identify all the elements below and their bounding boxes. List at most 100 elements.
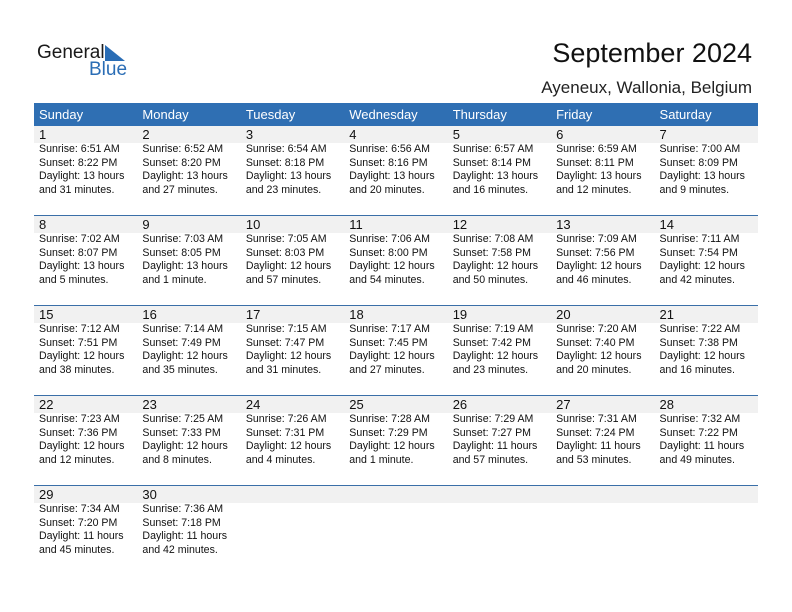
sunrise-text: Sunrise: 7:02 AM — [39, 233, 120, 245]
day-cell — [551, 486, 655, 576]
sunset-text: Sunset: 7:36 PM — [39, 426, 118, 439]
day-number: 29 — [39, 487, 54, 502]
sunset-text: Sunset: 7:31 PM — [245, 426, 325, 439]
day-band — [344, 396, 448, 413]
sunset-text: Sunset: 8:16 PM — [349, 156, 428, 169]
day-number: 3 — [245, 127, 254, 142]
day-band — [240, 486, 345, 503]
day-info: Sunrise: 7:14 AM Sunset: 7:49 PM Daylight:… — [142, 323, 227, 377]
day-band — [240, 216, 345, 233]
day-cell — [447, 486, 552, 576]
daylight-minutes-text: and 20 minutes. — [349, 183, 425, 196]
day-info: Sunrise: 7:34 AM Sunset: 7:20 PM Daylight:… — [39, 503, 124, 557]
sunrise-text: Sunrise: 6:57 AM — [452, 143, 534, 155]
daylight-text: Daylight: 11 hours — [659, 440, 745, 452]
daylight-minutes-text: and 1 minute. — [349, 453, 414, 466]
sunset-text: Sunset: 7:40 PM — [556, 336, 635, 349]
day-number: 21 — [659, 307, 674, 322]
daylight-text: Daylight: 12 hours — [349, 260, 435, 272]
day-band — [34, 216, 138, 233]
sunset-text: Sunset: 7:20 PM — [39, 516, 118, 529]
day-number: 8 — [39, 217, 47, 232]
weekday-saturday: Saturday — [659, 107, 712, 122]
daylight-text: Daylight: 12 hours — [556, 260, 642, 272]
day-cell: 18 Sunrise: 7:17 AM Sunset: 7:45 PM Dayligh… — [344, 306, 448, 396]
day-info: Sunrise: 7:15 AM Sunset: 7:47 PM Daylight:… — [246, 323, 331, 377]
day-info: Sunrise: 6:52 AM Sunset: 8:20 PM Daylight:… — [142, 143, 227, 197]
day-number: 24 — [245, 397, 261, 412]
daylight-text: Daylight: 12 hours — [556, 350, 642, 362]
daylight-text: Daylight: 12 hours — [142, 350, 228, 362]
day-number: 15 — [39, 307, 54, 322]
sunrise-text: Sunrise: 6:52 AM — [142, 143, 224, 155]
day-number: 16 — [142, 307, 157, 322]
day-cell — [240, 486, 345, 576]
daylight-minutes-text: and 1 minute. — [142, 273, 207, 286]
sunrise-text: Sunrise: 7:32 AM — [659, 413, 741, 425]
daylight-text: Daylight: 11 hours — [142, 530, 228, 542]
daylight-text: Daylight: 13 hours — [659, 170, 745, 182]
day-band — [344, 126, 448, 143]
day-info: Sunrise: 7:12 AM Sunset: 7:51 PM Daylight:… — [39, 323, 124, 377]
sunset-text: Sunset: 7:27 PM — [452, 426, 532, 439]
day-cell: 21 Sunrise: 7:22 AM Sunset: 7:38 PM Dayligh… — [654, 306, 758, 396]
day-number: 19 — [452, 307, 468, 322]
weekday-monday: Monday — [142, 107, 189, 122]
sunrise-text: Sunrise: 7:05 AM — [245, 233, 327, 245]
day-number: 14 — [659, 217, 674, 232]
day-number: 30 — [142, 487, 157, 502]
daylight-text: Daylight: 13 hours — [452, 170, 539, 182]
day-number: 18 — [349, 307, 364, 322]
day-info: Sunrise: 7:26 AM Sunset: 7:31 PM Daylight:… — [246, 413, 331, 467]
day-cell: 10 Sunrise: 7:05 AM Sunset: 8:03 PM Dayligh… — [240, 216, 345, 306]
day-cell: 8 Sunrise: 7:02 AM Sunset: 8:07 PM Daylight… — [34, 216, 138, 306]
day-band — [34, 396, 138, 413]
day-cell: 17 Sunrise: 7:15 AM Sunset: 7:47 PM Dayligh… — [240, 306, 345, 396]
daylight-text: Daylight: 11 hours — [452, 440, 538, 452]
daylight-text: Daylight: 12 hours — [452, 260, 539, 272]
day-cell: 5 Sunrise: 6:57 AM Sunset: 8:14 PM Daylight… — [447, 126, 552, 216]
daylight-minutes-text: and 57 minutes. — [452, 453, 529, 466]
weekday-sunday: Sunday — [39, 107, 84, 122]
day-band — [551, 216, 655, 233]
day-band — [34, 126, 138, 143]
day-number: 1 — [39, 127, 47, 142]
daylight-text: Daylight: 12 hours — [659, 260, 745, 272]
sunset-text: Sunset: 7:47 PM — [245, 336, 325, 349]
day-cell: 24 Sunrise: 7:26 AM Sunset: 7:31 PM Dayligh… — [240, 396, 345, 486]
day-band — [344, 216, 448, 233]
day-band — [34, 306, 138, 323]
sunset-text: Sunset: 8:07 PM — [39, 246, 118, 259]
daylight-minutes-text: and 57 minutes. — [245, 273, 322, 286]
daylight-text: Daylight: 12 hours — [39, 350, 125, 362]
day-band — [654, 486, 758, 503]
sunset-text: Sunset: 7:18 PM — [142, 516, 221, 529]
sunrise-text: Sunrise: 7:08 AM — [452, 233, 534, 245]
day-cell: 16 Sunrise: 7:14 AM Sunset: 7:49 PM Dayligh… — [137, 306, 241, 396]
daylight-minutes-text: and 53 minutes. — [556, 453, 632, 466]
weekday-header: Sunday Monday Tuesday Wednesday Thursday Frid… — [34, 103, 758, 126]
daylight-minutes-text: and 27 minutes. — [142, 183, 218, 196]
sunset-text: Sunset: 8:20 PM — [142, 156, 221, 169]
day-info: Sunrise: 7:08 AM Sunset: 7:58 PM Daylight:… — [453, 233, 538, 287]
daylight-minutes-text: and 5 minutes. — [39, 273, 109, 286]
daylight-text: Daylight: 13 hours — [245, 170, 332, 182]
sunset-text: Sunset: 7:54 PM — [659, 246, 738, 259]
day-cell: 23 Sunrise: 7:25 AM Sunset: 7:33 PM Dayligh… — [137, 396, 241, 486]
weekday-tuesday: Tuesday — [245, 107, 296, 122]
day-cell: 6 Sunrise: 6:59 AM Sunset: 8:11 PM Daylight… — [551, 126, 655, 216]
sunset-text: Sunset: 7:51 PM — [39, 336, 118, 349]
sunset-text: Sunset: 8:14 PM — [452, 156, 532, 169]
daylight-minutes-text: and 20 minutes. — [556, 363, 632, 376]
daylight-minutes-text: and 46 minutes. — [556, 273, 632, 286]
sunrise-text: Sunrise: 6:54 AM — [245, 143, 327, 155]
daylight-minutes-text: and 54 minutes. — [349, 273, 425, 286]
sunrise-text: Sunrise: 6:51 AM — [39, 143, 120, 155]
weekday-wednesday: Wednesday — [349, 107, 418, 122]
sunset-text: Sunset: 8:05 PM — [142, 246, 221, 259]
day-band — [551, 306, 655, 323]
daylight-minutes-text: and 12 minutes. — [39, 453, 115, 466]
daylight-minutes-text: and 42 minutes. — [142, 543, 218, 556]
week-row: 1 Sunrise: 6:51 AM Sunset: 8:22 PM Daylight… — [34, 126, 758, 216]
day-info: Sunrise: 7:03 AM Sunset: 8:05 PM Daylight:… — [142, 233, 227, 287]
